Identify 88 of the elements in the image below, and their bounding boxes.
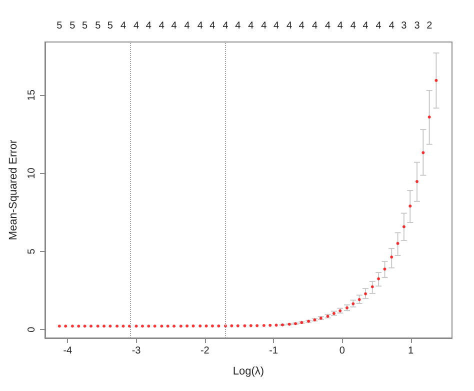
y-axis-title: Mean-Squared Error: [8, 140, 20, 240]
text: 4: [222, 20, 229, 32]
text: 2: [426, 20, 433, 32]
point: [77, 324, 80, 328]
text: 4: [337, 20, 344, 32]
text: 4: [350, 20, 356, 32]
point: [153, 324, 156, 328]
text: 4: [134, 20, 140, 32]
point: [160, 324, 164, 328]
point: [383, 268, 386, 271]
text: 3: [414, 20, 420, 32]
x-tick-label: 0: [339, 346, 346, 356]
text: 4: [376, 20, 382, 32]
text: 4: [298, 20, 305, 32]
text: 4: [184, 20, 190, 32]
point: [210, 324, 214, 328]
point: [186, 324, 189, 328]
text: 4: [171, 20, 178, 32]
x-tick-label: -1: [269, 346, 278, 356]
point: [192, 324, 195, 328]
text: 4: [274, 20, 280, 32]
point: [179, 324, 182, 328]
text: 4: [158, 20, 165, 32]
point: [236, 324, 240, 328]
point: [358, 298, 361, 302]
text: 3: [401, 20, 408, 32]
text: 4: [197, 20, 204, 32]
point: [416, 180, 418, 184]
point: [70, 324, 74, 328]
y-tick-label: 10: [26, 167, 38, 179]
text: 4: [146, 20, 152, 32]
text: 5: [95, 20, 102, 32]
point: [274, 324, 278, 327]
text: 4: [235, 20, 242, 32]
text: 4: [362, 20, 369, 32]
x-tick-label: -3: [132, 346, 142, 356]
point: [256, 324, 259, 328]
point: [370, 285, 374, 288]
point: [116, 324, 119, 328]
point: [434, 78, 438, 82]
y-tick-label: 5: [26, 248, 38, 254]
text: 4: [248, 20, 254, 32]
point: [89, 324, 92, 328]
point: [408, 204, 412, 208]
y-tick-label: 0: [26, 326, 38, 332]
point: [172, 324, 176, 328]
point: [96, 324, 100, 328]
point: [428, 116, 431, 119]
point: [134, 324, 138, 328]
text: 4: [261, 20, 268, 32]
point: [396, 242, 400, 245]
point: [364, 292, 368, 296]
point: [268, 324, 272, 327]
point: [422, 151, 425, 154]
x-tick-label: 1: [408, 346, 414, 356]
point: [217, 324, 220, 328]
text: 4: [210, 20, 216, 32]
point: [230, 324, 234, 328]
point: [198, 324, 202, 328]
x-axis-title: Log(λ): [232, 366, 264, 378]
text: 4: [324, 20, 331, 32]
text: 5: [107, 20, 114, 32]
point: [58, 324, 61, 328]
point: [147, 324, 150, 328]
text: 4: [286, 20, 293, 32]
point: [166, 324, 170, 328]
text: 5: [56, 20, 63, 32]
point: [64, 324, 68, 328]
text: 4: [388, 20, 395, 32]
x-tick-label: -4: [63, 346, 73, 356]
point: [108, 324, 112, 328]
point: [402, 225, 406, 228]
point: [122, 324, 125, 328]
x-tick-label: -2: [200, 346, 210, 356]
point: [249, 324, 252, 328]
text: 5: [82, 20, 88, 32]
text: 5: [70, 20, 76, 32]
point: [377, 277, 380, 280]
point: [204, 324, 208, 328]
point: [102, 324, 106, 328]
point: [83, 324, 86, 328]
point: [140, 324, 144, 328]
point: [390, 256, 394, 259]
point: [262, 324, 266, 327]
text: 4: [120, 20, 126, 32]
y-tick-label: 15: [26, 89, 38, 101]
point: [243, 324, 246, 328]
text: 4: [312, 20, 318, 32]
